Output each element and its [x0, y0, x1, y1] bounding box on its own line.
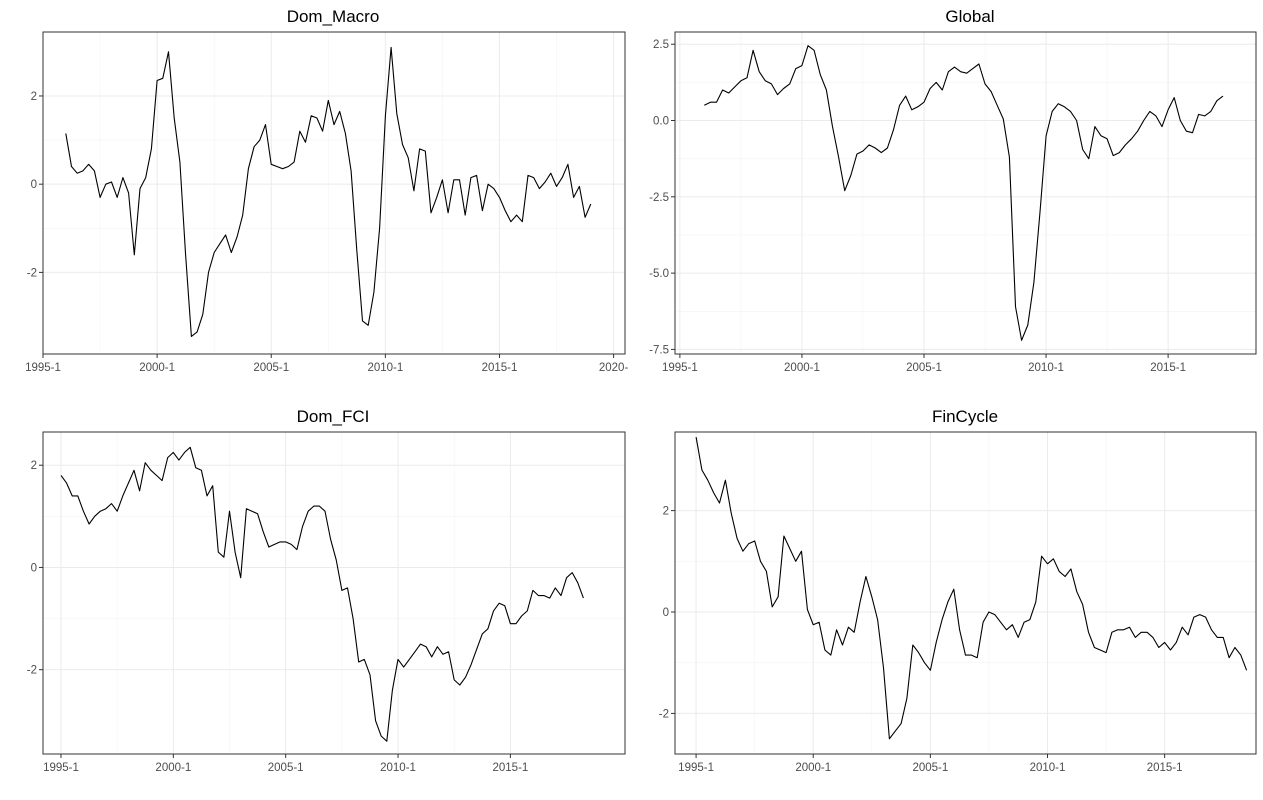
plot-area [43, 432, 625, 754]
panel-border [674, 431, 1257, 755]
panel-title: Dom_Macro [287, 7, 380, 26]
gridlines [675, 32, 1256, 354]
y-tick-label: -2 [27, 665, 37, 677]
y-tick-label: 2 [663, 506, 669, 518]
x-tick-label: 2005-1 [906, 362, 942, 374]
x-tick-label: 2020- [599, 362, 629, 374]
panel-dom-fci: 1995-1 2000-1 2005-1 2010-1 2015-1 -2 0 2 Dom_FC… [27, 407, 626, 774]
y-tick-label: 2 [31, 460, 37, 472]
gridlines [675, 432, 1256, 754]
panel-dom-macro: 1995-1 2000-1 2005-1 2010-1 2015-1 2020- -2 0 2 D… [25, 7, 628, 374]
plot-area [675, 432, 1256, 754]
x-tick-label: 2015-1 [1150, 362, 1186, 374]
panel-border [42, 431, 626, 755]
y-tick-label: -2.5 [649, 192, 669, 204]
y-tick-label: 2 [31, 91, 37, 103]
panel-border [42, 31, 626, 355]
panel-border [674, 31, 1257, 355]
x-tick-label: 2010-1 [1030, 762, 1066, 774]
plot-area [43, 32, 625, 354]
series-line [704, 45, 1224, 341]
x-tick-label: 2000-1 [795, 762, 831, 774]
y-tick-label: 0 [663, 607, 669, 619]
x-tick-label: 1995-1 [662, 362, 698, 374]
series-line [695, 437, 1248, 740]
x-tick-label: 2010-1 [380, 762, 416, 774]
gridlines [43, 432, 625, 754]
x-tick-label: 2000-1 [155, 762, 191, 774]
panel-title: Global [945, 7, 994, 26]
x-tick-label: 1995-1 [678, 762, 714, 774]
plot-area [675, 32, 1256, 354]
y-tick-label: -7.5 [649, 344, 669, 356]
panel-fincycle: 1995-1 2000-1 2005-1 2010-1 2015-1 -2 0 2 FinCyc… [659, 407, 1257, 774]
x-tick-label: 2010-1 [1028, 362, 1064, 374]
y-tick-label: 2.5 [653, 39, 669, 51]
x-tick-label: 1995-1 [43, 762, 79, 774]
x-tick-label: 2015-1 [1147, 762, 1183, 774]
x-tick-label: 2005-1 [268, 762, 304, 774]
y-tick-label: 0 [31, 562, 37, 574]
series-line [60, 446, 584, 742]
x-tick-label: 2015-1 [482, 362, 518, 374]
y-tick-label: -5.0 [649, 268, 669, 280]
panel-title: Dom_FCI [297, 407, 370, 426]
x-tick-label: 2015-1 [492, 762, 528, 774]
x-tick-label: 2010-1 [367, 362, 403, 374]
y-tick-label: -2 [27, 267, 37, 279]
panel-global: 1995-1 2000-1 2005-1 2010-1 2015-1 -7.5 -5.0 -2… [649, 7, 1257, 374]
y-tick-label: 0 [31, 179, 37, 191]
x-tick-label: 1995-1 [25, 362, 61, 374]
x-tick-label: 2005-1 [253, 362, 289, 374]
x-tick-label: 2000-1 [784, 362, 820, 374]
series-line [65, 46, 592, 337]
panel-title: FinCycle [932, 407, 998, 426]
y-tick-label: -2 [659, 708, 669, 720]
x-tick-label: 2000-1 [139, 362, 175, 374]
y-tick-label: 0.0 [653, 116, 669, 128]
x-tick-label: 2005-1 [912, 762, 948, 774]
